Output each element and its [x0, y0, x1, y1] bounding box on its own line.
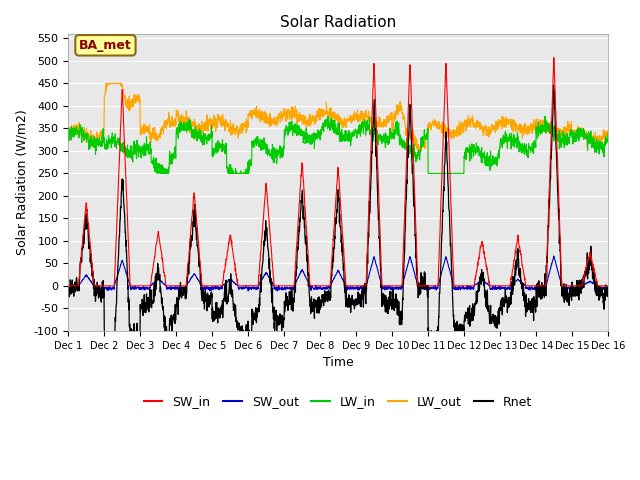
Line: Rnet: Rnet [68, 85, 608, 351]
LW_in [365, 115, 373, 120]
Rnet [365, 198, 373, 204]
SW_out [572, 285, 579, 291]
SW_out [354, 287, 362, 293]
SW_out [495, 285, 502, 290]
SW_out [274, 288, 282, 294]
X-axis label: Time: Time [323, 356, 353, 369]
LW_out [495, 120, 503, 126]
SW_in [495, 283, 502, 289]
SW_in [557, 240, 564, 245]
Rnet [102, 348, 110, 354]
Line: LW_out: LW_out [68, 84, 608, 151]
LW_out [572, 128, 579, 134]
Line: SW_in: SW_in [68, 58, 608, 286]
SW_out [557, 278, 564, 284]
Rnet [215, 310, 223, 316]
SW_in [353, 283, 361, 289]
SW_in [215, 283, 223, 289]
LW_out [557, 129, 564, 135]
Rnet [572, 284, 579, 290]
Line: LW_in: LW_in [68, 116, 608, 173]
Rnet [557, 258, 564, 264]
SW_out [550, 253, 557, 259]
Y-axis label: Solar Radiation (W/m2): Solar Radiation (W/m2) [15, 109, 28, 255]
LW_in [354, 131, 362, 136]
SW_out [604, 284, 612, 290]
SW_in [604, 283, 612, 289]
Rnet [550, 83, 557, 88]
Legend: SW_in, SW_out, LW_in, LW_out, Rnet: SW_in, SW_out, LW_in, LW_out, Rnet [139, 391, 538, 413]
LW_out [215, 113, 223, 119]
LW_out [354, 116, 362, 121]
LW_in [604, 132, 612, 137]
Title: Solar Radiation: Solar Radiation [280, 15, 396, 30]
SW_out [365, 270, 373, 276]
SW_in [550, 55, 557, 60]
LW_out [102, 81, 110, 86]
SW_out [65, 285, 72, 291]
SW_in [65, 283, 72, 289]
LW_out [604, 128, 612, 134]
LW_out [414, 148, 422, 154]
Rnet [354, 298, 362, 303]
LW_in [572, 130, 579, 135]
Text: BA_met: BA_met [79, 39, 132, 52]
LW_in [495, 154, 502, 160]
Rnet [65, 286, 72, 292]
Rnet [495, 321, 502, 327]
LW_in [541, 113, 549, 119]
Rnet [604, 287, 612, 293]
LW_in [557, 136, 564, 142]
LW_out [365, 119, 373, 124]
SW_in [572, 283, 579, 289]
Line: SW_out: SW_out [68, 256, 608, 291]
LW_in [65, 134, 72, 140]
SW_out [215, 285, 223, 290]
SW_in [365, 196, 373, 202]
LW_out [65, 130, 72, 135]
LW_in [215, 140, 223, 146]
LW_in [156, 170, 164, 176]
